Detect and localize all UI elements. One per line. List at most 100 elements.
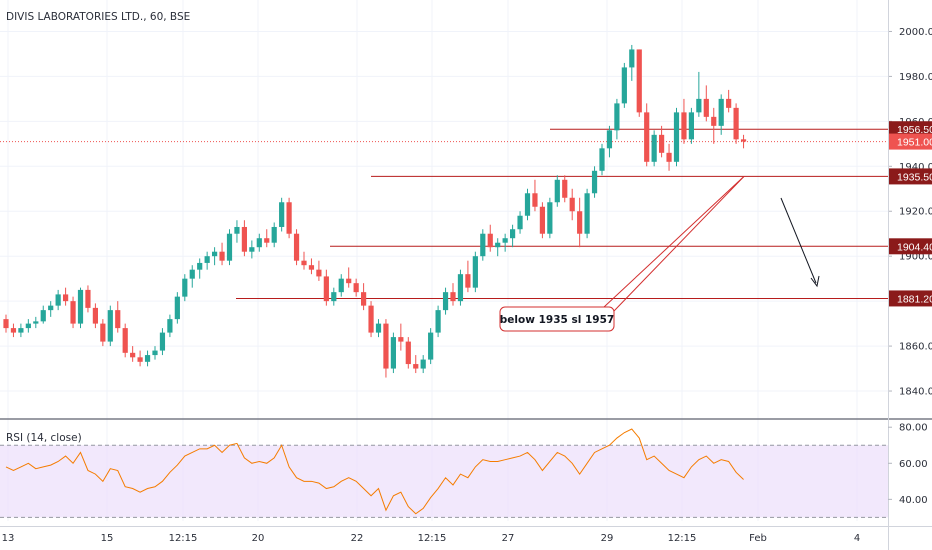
candle-body — [442, 292, 449, 311]
candle — [733, 103, 739, 144]
candle-body — [256, 238, 262, 248]
candle-body — [40, 310, 46, 322]
candle-body — [308, 265, 315, 270]
candle — [204, 251, 210, 270]
rsi-pane — [0, 428, 888, 518]
projection-arrow-line[interactable] — [780, 197, 817, 284]
candle-body — [472, 256, 478, 288]
candle — [502, 233, 508, 252]
candle — [688, 107, 694, 144]
candle-body — [599, 148, 605, 171]
candle-body — [48, 305, 54, 311]
candle-body — [733, 107, 739, 140]
candle — [189, 265, 195, 288]
candle-body — [666, 152, 672, 162]
candle — [3, 314, 9, 333]
candle — [316, 260, 322, 281]
level-price-tag-bg — [889, 121, 932, 138]
trend-drawings — [603, 176, 820, 312]
candle — [495, 238, 501, 257]
y-tick-label: 1920.00 — [899, 207, 932, 218]
level-price-tag-text: 1881.20 — [897, 293, 932, 305]
candle-body — [554, 179, 560, 203]
candle — [182, 274, 188, 302]
x-tick-label: 27 — [502, 533, 515, 544]
candle-body — [293, 233, 300, 261]
level-price-tag: 1904.40 — [889, 238, 932, 255]
candle-body — [55, 294, 61, 306]
last-price-tag: 1951.00 — [889, 133, 932, 150]
rsi-line — [5, 428, 744, 515]
candle — [480, 229, 486, 261]
candle — [606, 125, 613, 158]
candle — [405, 337, 411, 369]
candle — [144, 350, 151, 367]
candle-body — [271, 226, 277, 243]
candle — [33, 316, 39, 329]
x-tick-label: 12:15 — [668, 533, 697, 544]
candle-body — [398, 337, 404, 342]
y-tick-label: 1940.00 — [899, 162, 932, 173]
candle-body — [70, 301, 76, 324]
candle — [398, 323, 404, 351]
candle — [659, 125, 665, 158]
rsi-y-tick-label: 80.00 — [899, 423, 928, 434]
candle-body — [577, 211, 583, 234]
candle — [167, 314, 173, 338]
candle-body — [323, 276, 329, 302]
candle — [353, 278, 359, 297]
candle-body — [189, 269, 195, 279]
candle — [644, 103, 650, 167]
candle — [77, 287, 84, 329]
candle — [346, 267, 352, 288]
candle-body — [457, 274, 464, 302]
level-price-tag: 1881.20 — [889, 290, 932, 307]
candle-body — [629, 49, 635, 68]
candle — [584, 188, 590, 239]
candle — [681, 98, 687, 144]
level-price-tag-bg — [889, 290, 932, 307]
candle — [703, 85, 709, 122]
candle-body — [346, 278, 352, 284]
candle — [130, 346, 136, 362]
candle-body — [413, 364, 419, 369]
candle-body — [226, 233, 233, 261]
candle-body — [152, 350, 158, 356]
candle — [368, 301, 374, 338]
candle-body — [569, 197, 575, 212]
annotation-callout[interactable]: below 1935 sl 1957 — [499, 306, 615, 332]
candle-body — [383, 323, 389, 369]
candle — [569, 188, 575, 221]
candle — [599, 143, 605, 176]
candle — [696, 71, 702, 117]
callout-leader-line — [603, 176, 745, 308]
candle-body — [159, 332, 166, 351]
candle — [651, 130, 657, 167]
candle — [465, 260, 471, 293]
candle-body — [144, 355, 151, 362]
rsi-y-tick-label: 40.00 — [899, 495, 928, 506]
candle — [487, 224, 493, 252]
y-tick-label: 2000.00 — [899, 27, 932, 38]
candle — [413, 355, 419, 374]
candle-body — [606, 130, 613, 149]
candle-body — [435, 310, 441, 333]
candle — [249, 240, 255, 259]
candle-body — [361, 292, 367, 306]
grid-lines — [0, 0, 888, 521]
last-price-tag-bg — [889, 133, 932, 150]
candle — [673, 107, 680, 167]
callout-leader-line — [613, 176, 745, 312]
candle — [293, 229, 300, 266]
candle — [63, 287, 69, 306]
candle-body — [301, 260, 307, 266]
candle-body — [92, 307, 98, 324]
candle — [524, 188, 531, 221]
candle-body — [532, 193, 538, 207]
candle-body — [100, 323, 106, 342]
candle — [48, 301, 54, 317]
candle-body — [584, 193, 590, 234]
candle-body — [130, 352, 136, 358]
candle — [510, 224, 516, 248]
candle-body — [63, 294, 69, 302]
